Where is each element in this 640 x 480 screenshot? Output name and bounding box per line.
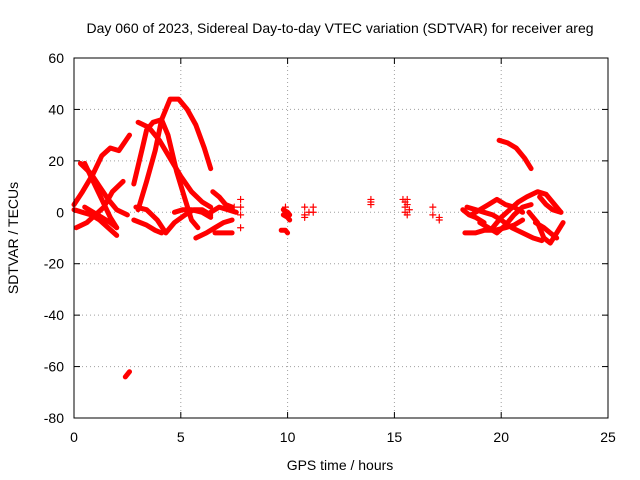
y-tick-label: -80 (44, 410, 64, 426)
isolated-points (230, 195, 443, 232)
plus-marker (237, 195, 245, 204)
series-line (477, 202, 534, 236)
x-axis-label: GPS time / hours (287, 457, 394, 473)
plus-marker (237, 224, 245, 232)
series-track-26 (490, 189, 564, 231)
series-line (490, 189, 564, 231)
plus-marker (403, 195, 411, 204)
plus-marker (405, 206, 413, 214)
series-line (82, 204, 120, 231)
series-track-16 (210, 189, 235, 210)
plot-frame (73, 57, 609, 419)
plus-marker (301, 203, 309, 211)
plus-marker (237, 211, 245, 219)
series-line (280, 207, 293, 218)
series-track-06 (82, 204, 120, 231)
series-line (280, 212, 293, 223)
series-line (193, 217, 235, 241)
series-track-30 (537, 194, 564, 215)
plus-marker (309, 203, 317, 211)
series-line (278, 227, 291, 236)
series-track-25 (477, 202, 534, 236)
plus-marker (435, 216, 443, 224)
series-track-15 (208, 204, 239, 215)
series-track-13 (171, 207, 214, 220)
y-tick-label: 60 (48, 50, 64, 66)
series-line (82, 160, 120, 231)
x-tick-label: 5 (177, 429, 185, 445)
series-line (496, 137, 534, 172)
y-tick-label: -40 (44, 307, 64, 323)
series-line (537, 194, 564, 215)
y-tick-label: -20 (44, 256, 64, 272)
series-track-14 (193, 217, 235, 241)
series-line (208, 204, 239, 215)
series-track-12 (131, 217, 165, 236)
plus-marker (429, 211, 437, 219)
y-tick-label: 40 (48, 101, 64, 117)
series-line (210, 189, 235, 210)
y-tick-label: 20 (48, 153, 64, 169)
series-track-08 (131, 96, 214, 187)
plus-marker (230, 203, 238, 211)
x-tick-label: 15 (387, 429, 403, 445)
series-line (171, 207, 214, 220)
series-track-07 (122, 369, 132, 380)
plus-marker (237, 203, 245, 211)
series-track-20 (280, 207, 293, 218)
plus-marker (305, 208, 313, 216)
series-track-05 (82, 160, 120, 231)
series-line (131, 96, 214, 187)
y-tick-label: -60 (44, 359, 64, 375)
plus-marker (301, 213, 309, 222)
series-line (71, 132, 132, 208)
series-line (532, 220, 560, 241)
series-track-04 (71, 207, 120, 238)
series-line (131, 217, 165, 236)
chart-title: Day 060 of 2023, Sidereal Day-to-day VTE… (86, 20, 593, 36)
y-tick-labels: -80 -60 -40 -20 0 20 40 60 (44, 50, 64, 426)
series-track-18 (280, 212, 293, 223)
series-line (71, 207, 120, 238)
x-tick-label: 20 (493, 429, 509, 445)
series-line (122, 369, 132, 380)
series-line (73, 178, 126, 231)
y-tick-label: 0 (56, 204, 64, 220)
plus-marker (403, 211, 411, 219)
plus-marker (281, 203, 290, 211)
plus-marker (429, 203, 437, 211)
series-track-27 (496, 137, 534, 172)
series-track-29 (532, 220, 560, 241)
data-series (71, 96, 566, 380)
series-track-19 (278, 227, 291, 236)
x-tick-labels: 0 5 10 15 20 25 (70, 429, 616, 445)
x-tick-label: 10 (280, 429, 296, 445)
x-tick-label: 0 (70, 429, 78, 445)
series-track-01 (71, 132, 132, 208)
series-track-03 (73, 178, 126, 231)
plus-marker (367, 198, 375, 206)
x-tick-label: 25 (600, 429, 616, 445)
y-axis-label: SDTVAR / TECUs (5, 182, 21, 294)
